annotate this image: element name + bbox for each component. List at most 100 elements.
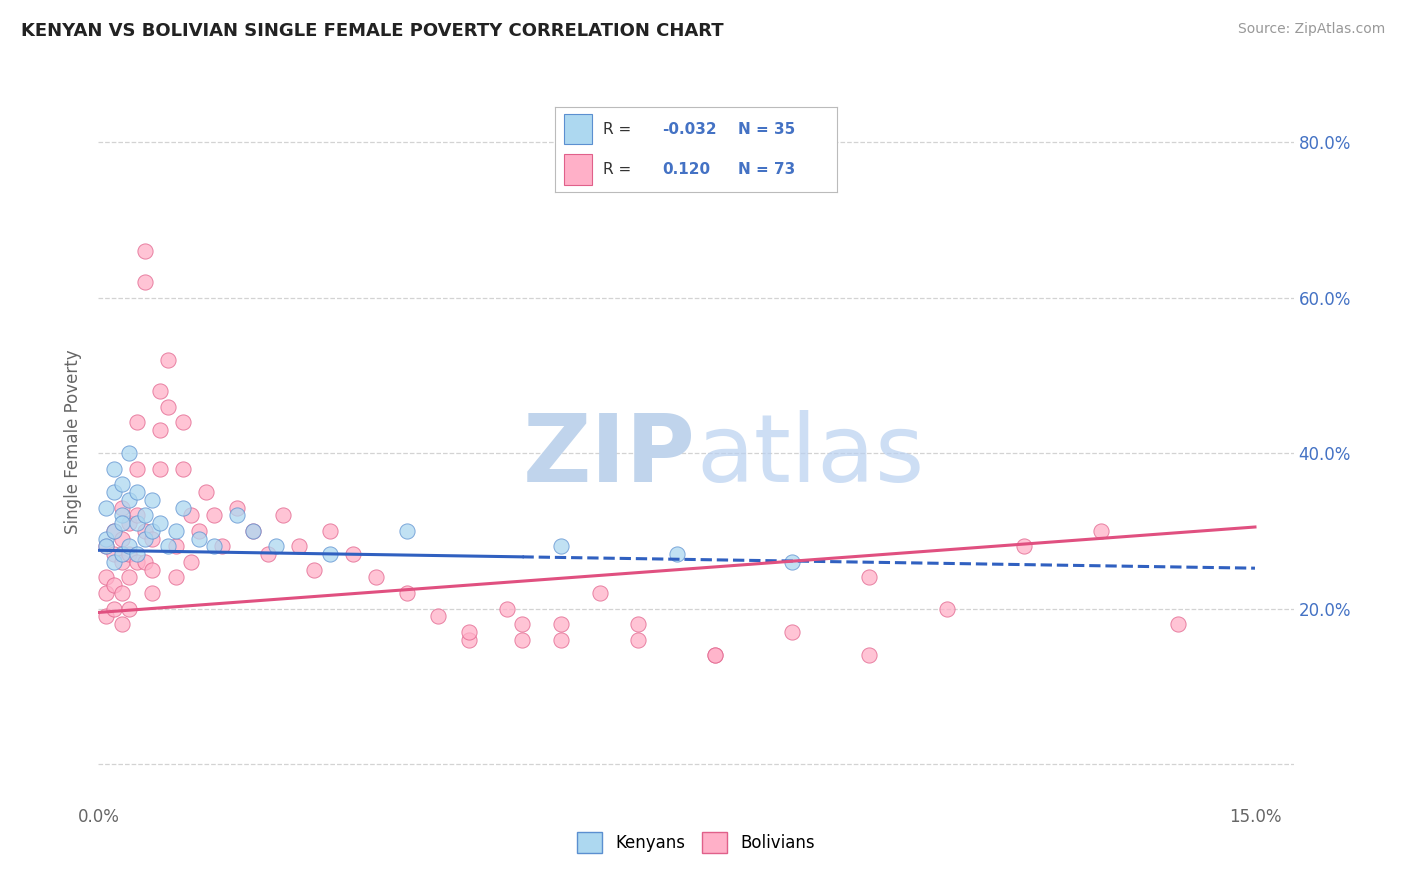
Point [665,547,688,561]
Point [257,547,280,561]
Point [156,540,179,554]
Point [103,547,125,561]
Legend: Kenyans, Bolivians: Kenyans, Bolivians [571,826,821,860]
Point [110,586,132,600]
Point [165,540,187,554]
Point [273,508,295,523]
Point [242,524,264,538]
Point [134,508,156,523]
Point [94,570,117,584]
Point [134,532,156,546]
Point [141,492,163,507]
Point [94,500,117,515]
Point [165,570,187,584]
Point [110,555,132,569]
Point [103,461,125,475]
Point [319,547,342,561]
Point [264,540,287,554]
Point [125,485,148,500]
Text: ZIP: ZIP [523,410,696,502]
Point [125,461,148,475]
Text: KENYAN VS BOLIVIAN SINGLE FEMALE POVERTY CORRELATION CHART: KENYAN VS BOLIVIAN SINGLE FEMALE POVERTY… [21,22,724,40]
Point [304,563,326,577]
Point [94,609,117,624]
Point [172,500,194,515]
Point [457,632,479,647]
Point [141,524,163,538]
Point [550,617,572,632]
Point [118,446,141,460]
Point [395,586,418,600]
Point [782,555,804,569]
Point [118,516,141,530]
Point [149,516,172,530]
Point [125,508,148,523]
Point [134,275,156,289]
Text: N = 35: N = 35 [738,121,796,136]
Point [395,524,418,538]
Point [704,648,727,663]
Point [180,555,202,569]
Point [202,508,225,523]
Point [342,547,364,561]
Point [1090,524,1112,538]
Point [704,648,727,663]
Point [180,508,202,523]
Point [94,540,117,554]
Point [1012,540,1035,554]
Point [103,485,125,500]
Point [94,540,117,554]
Point [118,547,141,561]
Point [858,648,880,663]
Point [110,547,132,561]
Point [125,415,148,429]
Point [935,601,957,615]
Point [512,617,534,632]
Point [149,461,172,475]
Point [118,492,141,507]
Point [364,570,387,584]
Point [110,500,132,515]
Point [195,485,218,500]
Point [125,555,148,569]
Point [134,555,156,569]
Point [118,601,141,615]
Point [134,244,156,259]
Point [165,524,187,538]
Point [211,540,233,554]
Point [512,632,534,647]
Point [141,532,163,546]
Point [288,540,311,554]
Point [103,601,125,615]
Point [110,516,132,530]
Point [110,532,132,546]
Point [588,586,610,600]
Bar [564,114,592,145]
Text: 0.120: 0.120 [662,162,710,178]
Point [149,423,172,437]
Point [782,624,804,639]
Point [118,570,141,584]
Point [627,632,650,647]
Point [141,563,163,577]
Point [319,524,342,538]
Point [187,532,209,546]
Point [550,540,572,554]
Point [103,524,125,538]
Point [156,400,179,414]
Point [858,570,880,584]
Text: atlas: atlas [696,410,924,502]
Text: -0.032: -0.032 [662,121,717,136]
Text: N = 73: N = 73 [738,162,796,178]
Text: R =: R = [603,121,631,136]
Point [110,617,132,632]
Point [172,415,194,429]
Point [141,586,163,600]
Point [125,547,148,561]
Point [426,609,449,624]
Point [496,601,519,615]
Text: Source: ZipAtlas.com: Source: ZipAtlas.com [1237,22,1385,37]
Point [156,353,179,368]
Point [110,477,132,491]
Point [103,524,125,538]
